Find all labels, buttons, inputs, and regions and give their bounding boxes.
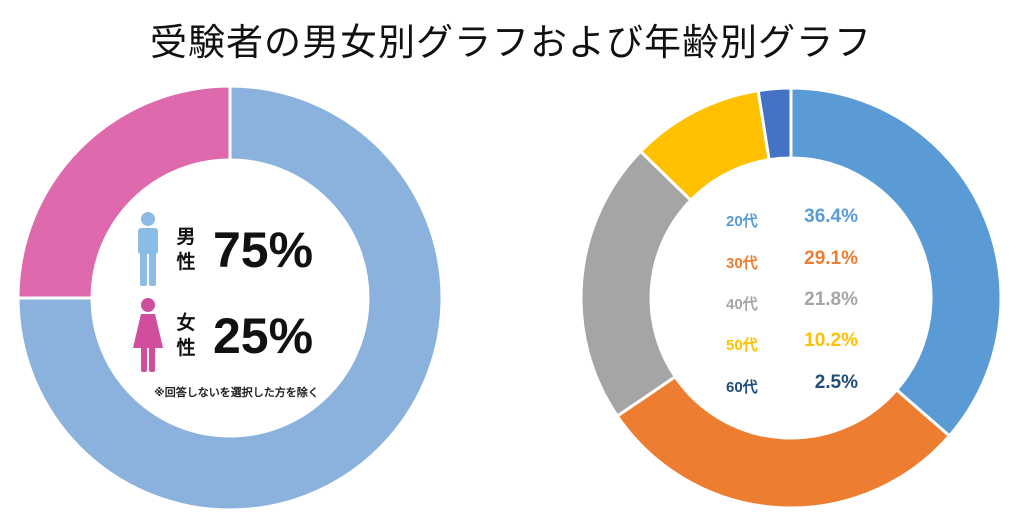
footnote: ※回答しないを選択した方を除く xyxy=(154,386,319,399)
age-slice-5 xyxy=(756,86,793,162)
age-label: 60代 xyxy=(726,379,758,396)
female-label-char-2: 性 xyxy=(176,337,196,359)
age-slice-3 xyxy=(579,149,693,419)
age-label: 20代 xyxy=(726,213,758,230)
female-row: 女 性 25% xyxy=(131,298,313,374)
age-value: 36.4% xyxy=(804,206,858,227)
age-value: 29.1% xyxy=(804,248,858,269)
female-label-char-1: 女 xyxy=(176,312,196,334)
age-row-20s: 20代 36.4% xyxy=(726,206,866,230)
age-value: 21.8% xyxy=(804,289,858,310)
female-percent: 25% xyxy=(213,308,314,364)
male-person-icon xyxy=(138,212,158,286)
male-label-char-1: 男 xyxy=(176,226,196,248)
male-label-char-2: 性 xyxy=(176,251,196,273)
age-label: 30代 xyxy=(726,255,758,272)
age-slice-2 xyxy=(615,374,952,510)
male-row: 男 性 75% xyxy=(135,212,313,288)
age-row-30s: 30代 29.1% xyxy=(726,248,866,272)
age-row-60s: 60代 2.5% xyxy=(726,372,866,396)
age-value: 10.2% xyxy=(804,330,858,351)
gender-slice-1 xyxy=(16,84,444,512)
page-title: 受験者の男女別グラフおよび年齢別グラフ xyxy=(150,21,872,64)
female-label: 女 性 xyxy=(175,311,197,361)
age-row-50s: 50代 10.2% xyxy=(726,330,866,354)
male-label: 男 性 xyxy=(175,225,197,275)
female-person-icon xyxy=(133,298,163,372)
gender-slice-2 xyxy=(16,84,232,300)
age-label: 50代 xyxy=(726,337,758,354)
age-row-40s: 40代 21.8% xyxy=(726,289,866,313)
age-slice-1 xyxy=(789,86,1003,439)
male-percent: 75% xyxy=(213,222,314,278)
age-value: 2.5% xyxy=(814,372,858,393)
age-label: 40代 xyxy=(726,296,758,313)
